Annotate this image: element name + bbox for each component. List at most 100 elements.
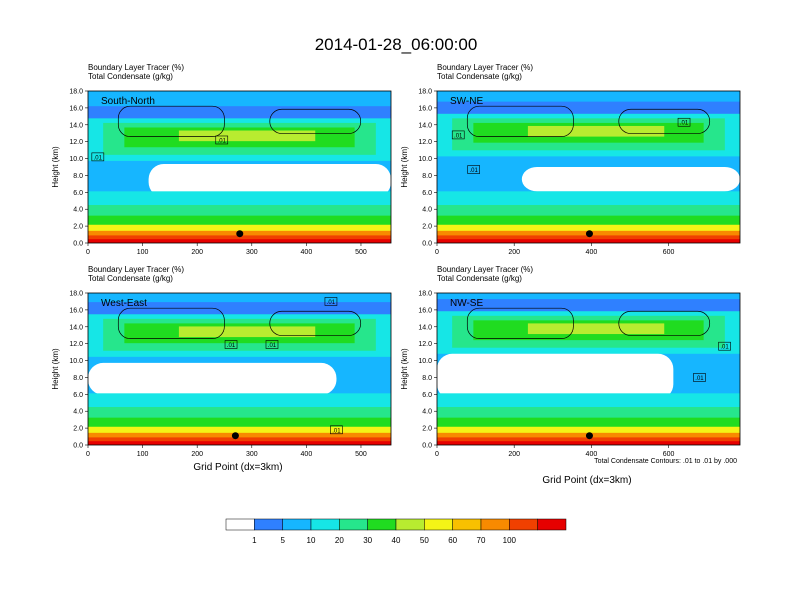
x-tick-label: 500 — [355, 451, 367, 458]
colorbar-level-label: 20 — [335, 536, 344, 545]
panels: Boundary Layer Tracer (%)Total Condensat… — [51, 63, 741, 458]
y-tick-label: 2.0 — [73, 426, 83, 433]
y-tick-label: 12.0 — [418, 341, 432, 348]
x-tick-label: 0 — [435, 249, 439, 256]
contour-label: .01 — [227, 343, 236, 349]
y-tick-label: 6.0 — [422, 190, 432, 197]
tracer-field — [437, 293, 740, 445]
y-tick-label: 8.0 — [73, 375, 83, 382]
plot-frame — [436, 292, 741, 446]
contour-label-box — [265, 340, 279, 349]
y-tick-label: 12.0 — [69, 139, 83, 146]
x-tick-label: 400 — [586, 249, 598, 256]
plot-frame — [87, 292, 392, 446]
y-tick-label: 8.0 — [422, 173, 432, 180]
y-tick-label: 2.0 — [73, 224, 83, 231]
y-tick-label: 10.0 — [69, 358, 83, 365]
y-tick-label: 0.0 — [73, 443, 83, 450]
y-tick-label: 8.0 — [73, 173, 83, 180]
location-marker — [585, 230, 593, 238]
panel-xlabel-nw-se: Grid Point (dx=3km) — [542, 475, 631, 486]
contour-label: .01 — [680, 121, 689, 127]
x-tick-label: 0 — [435, 451, 439, 458]
panel-label: South-North — [101, 96, 155, 107]
x-tick-label: 400 — [586, 451, 598, 458]
y-tick-label: 0.0 — [422, 443, 432, 450]
colorbar-swatch — [254, 518, 283, 531]
panel-nw-se: Boundary Layer Tracer (%)Total Condensat… — [400, 265, 741, 458]
x-tick-label: 300 — [246, 451, 258, 458]
tracer-field — [437, 91, 740, 243]
panel-sw-ne: Boundary Layer Tracer (%)Total Condensat… — [400, 63, 741, 256]
y-axis-label: Height (km) — [400, 146, 409, 188]
x-tick-label: 400 — [301, 249, 313, 256]
contour-label-box — [330, 425, 343, 435]
x-tick-label: 0 — [86, 451, 90, 458]
contour-label-box — [91, 152, 105, 162]
y-tick-label: 6.0 — [422, 392, 432, 399]
colorbar-level-label: 70 — [477, 536, 486, 545]
colorbar-swatch — [282, 518, 312, 531]
y-tick-label: 16.0 — [69, 105, 83, 112]
y-tick-label: 18.0 — [69, 291, 83, 298]
y-tick-label: 18.0 — [418, 89, 432, 96]
x-tick-label: 100 — [137, 451, 149, 458]
location-marker — [585, 432, 593, 440]
colorbar-level-label: 30 — [363, 536, 372, 545]
x-tick-label: 600 — [663, 249, 675, 256]
y-tick-label: 18.0 — [69, 89, 83, 96]
colorbar-level-label: 100 — [503, 536, 517, 545]
panel-west-east: Boundary Layer Tracer (%)Total Condensat… — [51, 265, 392, 458]
y-tick-label: 4.0 — [73, 207, 83, 214]
x-tick-label: 100 — [137, 249, 149, 256]
y-tick-label: 16.0 — [69, 307, 83, 314]
y-tick-label: 4.0 — [73, 409, 83, 416]
y-tick-label: 10.0 — [418, 358, 432, 365]
colorbar-swatch — [424, 518, 453, 531]
plot-frame — [436, 90, 741, 244]
colorbar-swatch — [480, 518, 510, 531]
colorbar-level-label: 10 — [307, 536, 316, 545]
contour-label: .01 — [469, 168, 478, 174]
panel-header-line1: Boundary Layer Tracer (%) — [437, 63, 533, 72]
contour-label: .01 — [695, 376, 704, 382]
contour-label: .01 — [332, 428, 341, 434]
panel-header-line2: Total Condensate (g/kg) — [437, 274, 522, 283]
contour-label: .01 — [218, 138, 227, 144]
x-tick-label: 200 — [191, 249, 203, 256]
figure-title: 2014-01-28_06:00:00 — [315, 35, 478, 54]
x-tick-label: 200 — [508, 451, 520, 458]
x-tick-label: 200 — [191, 451, 203, 458]
y-tick-label: 6.0 — [73, 190, 83, 197]
x-tick-label: 400 — [301, 451, 313, 458]
y-tick-label: 14.0 — [418, 324, 432, 331]
panel-header-line2: Total Condensate (g/kg) — [88, 274, 173, 283]
y-tick-label: 2.0 — [422, 426, 432, 433]
panel-label: SW-NE — [450, 96, 483, 107]
x-tick-label: 200 — [508, 249, 520, 256]
location-marker — [231, 432, 239, 440]
contour-label-box — [693, 373, 706, 382]
y-tick-label: 16.0 — [418, 307, 432, 314]
panel-header-line1: Boundary Layer Tracer (%) — [437, 265, 533, 274]
contour-label: .01 — [327, 300, 336, 306]
y-tick-label: 0.0 — [73, 241, 83, 248]
plot-frame — [87, 90, 392, 244]
x-tick-label: 0 — [86, 249, 90, 256]
contour-label-box — [451, 130, 465, 140]
colorbar-swatch — [537, 518, 567, 531]
y-tick-label: 14.0 — [418, 122, 432, 129]
tracer-field — [88, 91, 391, 243]
contour-label: .01 — [454, 133, 463, 139]
contour-label-box — [224, 340, 238, 349]
y-axis-label: Height (km) — [51, 146, 60, 188]
y-tick-label: 14.0 — [69, 324, 83, 331]
panel-south-north: Boundary Layer Tracer (%)Total Condensat… — [51, 63, 392, 256]
location-marker — [236, 230, 244, 238]
colorbar-swatch — [452, 518, 482, 531]
colorbar-swatch — [395, 518, 425, 531]
y-tick-label: 6.0 — [73, 392, 83, 399]
panel-header-line1: Boundary Layer Tracer (%) — [88, 265, 184, 274]
colorbar-swatch — [225, 518, 255, 531]
